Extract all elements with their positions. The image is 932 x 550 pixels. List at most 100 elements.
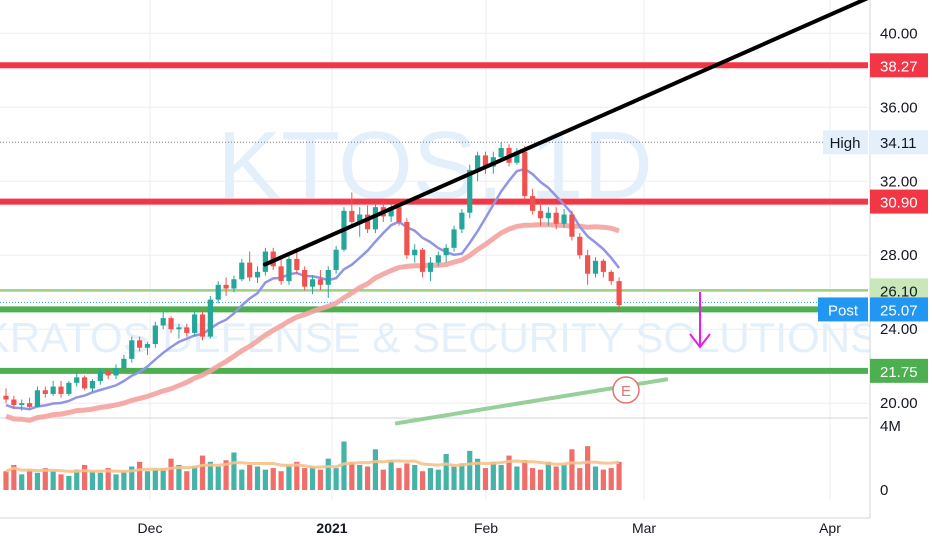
volume-bar xyxy=(152,469,158,490)
volume-bar xyxy=(58,474,64,490)
volume-bar xyxy=(592,466,599,490)
candle-body xyxy=(592,260,599,274)
down-arrow-head-icon xyxy=(689,333,711,349)
candle-body xyxy=(223,284,229,289)
candle-body xyxy=(396,207,402,222)
trendline-line[interactable] xyxy=(263,0,869,267)
candle-body xyxy=(530,196,536,211)
candle-body xyxy=(404,221,410,256)
volume-bar xyxy=(50,471,56,490)
candle-body xyxy=(459,212,465,230)
price-tag-label: 21.75 xyxy=(880,364,918,381)
candle-body xyxy=(585,255,591,274)
price-tag-bg xyxy=(870,53,928,78)
post-label: Post xyxy=(828,302,859,319)
candle-body xyxy=(553,212,559,224)
time-tick-label: 2021 xyxy=(316,520,347,536)
candle-body xyxy=(302,270,308,287)
volume-bar xyxy=(286,464,292,490)
candle-body xyxy=(247,262,253,278)
volume-bar xyxy=(577,468,583,490)
price-tag-label: 34.11 xyxy=(880,135,916,152)
horizontal-levels[interactable] xyxy=(0,62,868,374)
volume-bar xyxy=(482,468,489,490)
volume-bar xyxy=(89,471,96,490)
candle-body xyxy=(443,247,449,256)
volume-bar xyxy=(404,463,410,490)
volume-bar xyxy=(498,464,504,490)
volume-bar xyxy=(616,461,622,490)
price-tag-bg xyxy=(870,130,928,155)
volume-bars xyxy=(3,441,622,490)
price-tick-label: 40.00 xyxy=(880,25,918,42)
volume-bar xyxy=(412,464,418,490)
volume-bar xyxy=(3,471,9,490)
volume-bar xyxy=(600,469,606,490)
candle-body xyxy=(121,358,127,369)
volume-bar xyxy=(294,461,300,490)
volume-bar xyxy=(608,468,614,490)
candle-body xyxy=(545,212,551,219)
volume-bar xyxy=(129,466,135,490)
volume-tick-label: 4M xyxy=(880,418,901,435)
volume-bar xyxy=(97,472,103,490)
volume-ma-line xyxy=(5,459,620,473)
volume-bar xyxy=(192,466,198,490)
volume-bar xyxy=(364,466,371,490)
volume-bar xyxy=(168,458,174,490)
grid xyxy=(0,0,868,500)
price-tag-label: 26.10 xyxy=(880,283,918,300)
volume-bar xyxy=(561,464,567,490)
price-tags: 38.27 30.90 26.10 21.75 34.11 25.07 High Post xyxy=(818,53,928,383)
price-tick-label: 32.00 xyxy=(880,173,918,190)
time-tick-label: Feb xyxy=(474,520,498,536)
volume-bar xyxy=(506,455,512,490)
volume-bar xyxy=(325,458,331,490)
candle-body xyxy=(475,155,481,171)
candle-body xyxy=(467,170,473,213)
candle-body xyxy=(74,377,80,383)
candle-body xyxy=(317,279,323,285)
time-tick-label: Apr xyxy=(819,520,841,536)
candle-body xyxy=(89,381,96,389)
volume-bar xyxy=(459,463,465,490)
volume-bar xyxy=(427,468,434,490)
candle-body xyxy=(388,207,394,217)
candle-body xyxy=(325,270,331,285)
volume-bar xyxy=(278,471,284,490)
candle-body xyxy=(569,214,575,237)
volume-bar xyxy=(105,468,111,490)
trendline[interactable] xyxy=(263,0,869,267)
candle-body xyxy=(19,403,25,406)
ma-mid-line xyxy=(5,222,620,423)
price-tag-bg xyxy=(870,297,928,322)
volume-bar xyxy=(357,464,363,490)
candle-body xyxy=(26,403,33,407)
volume-bar xyxy=(42,468,48,490)
volume-bar xyxy=(349,461,355,490)
candle-body xyxy=(262,251,268,272)
candle-body xyxy=(105,371,111,376)
candle-body xyxy=(207,299,213,337)
candle-body xyxy=(616,281,622,306)
volume-bar xyxy=(514,466,520,490)
earnings-marker-label: E xyxy=(621,383,631,400)
volume-bar xyxy=(585,446,591,490)
volume-bar xyxy=(443,454,449,490)
candle-body xyxy=(286,258,292,282)
candle-body xyxy=(577,236,583,256)
volume-bar xyxy=(207,461,213,490)
candle-body xyxy=(176,327,182,330)
volume-bar xyxy=(435,469,441,490)
candle-body xyxy=(537,210,544,219)
candle-body xyxy=(498,147,504,158)
high-label: High xyxy=(830,135,861,152)
candle-body xyxy=(254,271,261,278)
volume-bar xyxy=(537,469,544,490)
volume-bar xyxy=(302,468,308,490)
high-label-bg xyxy=(823,130,868,155)
annotations: E xyxy=(612,292,711,404)
